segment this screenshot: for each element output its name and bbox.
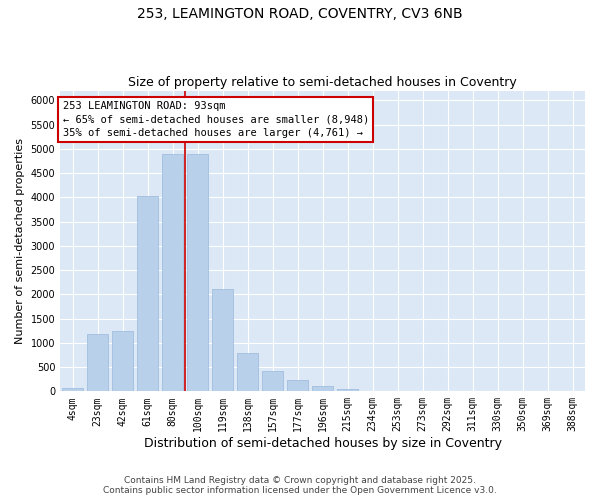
Bar xyxy=(312,386,333,392)
Bar xyxy=(337,389,358,392)
Text: Contains HM Land Registry data © Crown copyright and database right 2025.
Contai: Contains HM Land Registry data © Crown c… xyxy=(103,476,497,495)
Bar xyxy=(212,288,233,392)
Bar xyxy=(112,330,133,392)
Bar xyxy=(87,334,108,392)
Title: Size of property relative to semi-detached houses in Coventry: Size of property relative to semi-detach… xyxy=(128,76,517,90)
Bar xyxy=(262,371,283,392)
Bar xyxy=(137,196,158,392)
Bar xyxy=(162,154,183,392)
X-axis label: Distribution of semi-detached houses by size in Coventry: Distribution of semi-detached houses by … xyxy=(143,437,502,450)
Bar xyxy=(62,388,83,392)
Text: 253 LEAMINGTON ROAD: 93sqm
← 65% of semi-detached houses are smaller (8,948)
35%: 253 LEAMINGTON ROAD: 93sqm ← 65% of semi… xyxy=(62,102,369,138)
Y-axis label: Number of semi-detached properties: Number of semi-detached properties xyxy=(15,138,25,344)
Bar xyxy=(237,352,258,392)
Text: 253, LEAMINGTON ROAD, COVENTRY, CV3 6NB: 253, LEAMINGTON ROAD, COVENTRY, CV3 6NB xyxy=(137,8,463,22)
Bar xyxy=(187,154,208,392)
Bar xyxy=(287,380,308,392)
